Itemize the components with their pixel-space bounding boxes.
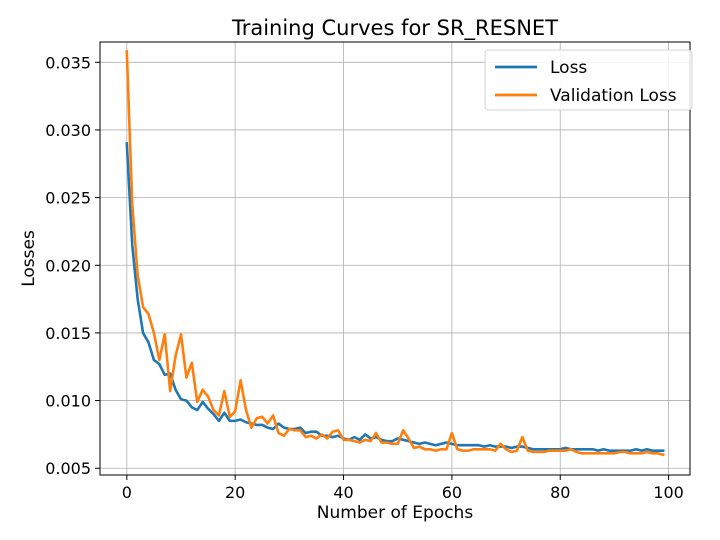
series-line-validation-loss [125, 50, 665, 457]
x-tick-label: 80 [550, 483, 570, 502]
legend-label: Loss [550, 58, 587, 78]
y-axis-ticks: 0.005 0.010 0.015 0.020 0.025 0.030 0.035 [45, 53, 100, 478]
series-layer [125, 50, 665, 457]
chart-title: Training Curves for SR_RESNET [231, 16, 558, 41]
x-tick-label: 20 [225, 483, 245, 502]
legend-label: Validation Loss [550, 86, 677, 106]
y-tick-label: 0.025 [45, 189, 91, 208]
x-tick-label: 40 [333, 483, 353, 502]
x-tick-label: 100 [653, 483, 684, 502]
y-axis-label: Losses [19, 230, 39, 287]
y-tick-label: 0.005 [45, 459, 91, 478]
y-tick-label: 0.010 [45, 392, 91, 411]
x-tick-label: 60 [442, 483, 462, 502]
x-tick-label: 0 [122, 483, 132, 502]
plot-frame [99, 41, 691, 476]
y-tick-label: 0.020 [45, 256, 91, 275]
y-tick-label: 0.015 [45, 324, 91, 343]
x-axis-ticks: 0 20 40 60 80 100 [122, 475, 684, 502]
x-axis-label: Number of Epochs [317, 503, 474, 523]
legend: Loss Validation Loss [484, 49, 693, 111]
y-tick-label: 0.035 [45, 53, 91, 72]
y-tick-label: 0.030 [45, 121, 91, 140]
